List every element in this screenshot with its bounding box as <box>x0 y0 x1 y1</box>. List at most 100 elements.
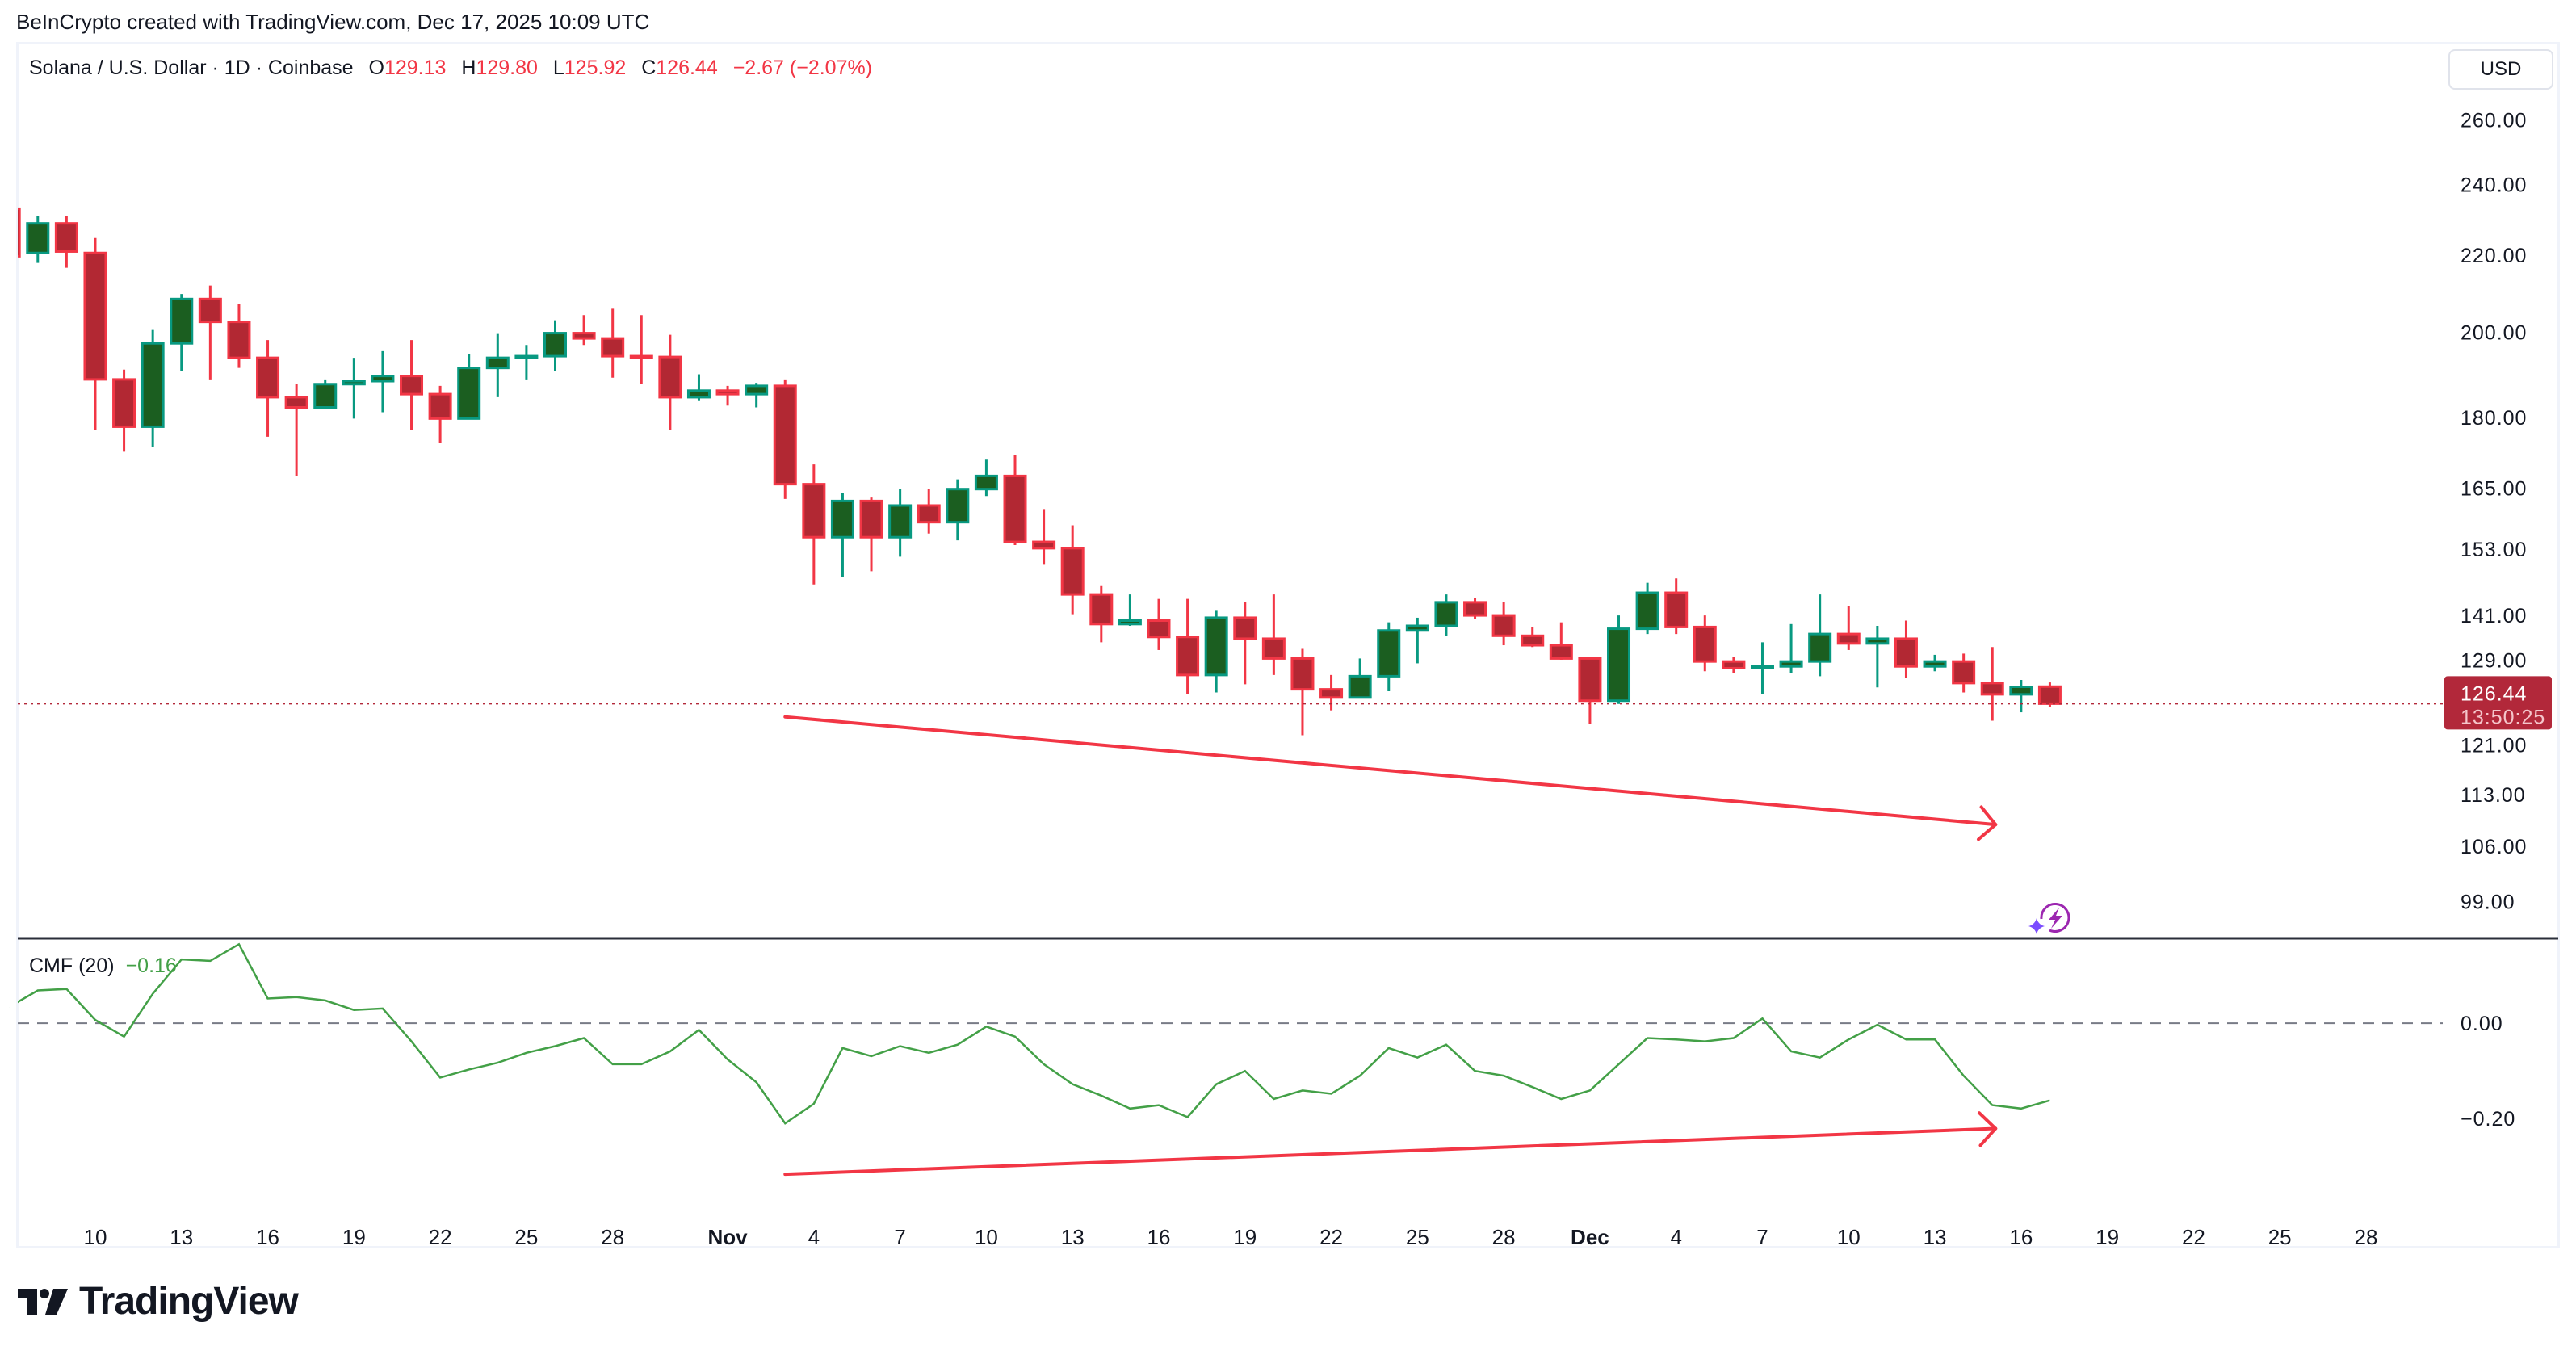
candle-down <box>1693 615 1717 672</box>
candle-body <box>1578 657 1602 703</box>
candle-body <box>83 251 107 381</box>
candle-up <box>1923 654 1947 672</box>
candle-down <box>601 308 625 378</box>
candle-body <box>1147 619 1171 639</box>
candle-body <box>256 356 280 399</box>
candle-body <box>888 504 913 539</box>
candle-body <box>514 354 539 359</box>
candle-down <box>1176 598 1200 694</box>
candle-down <box>917 489 941 534</box>
date-axis-label: 19 <box>2096 1225 2119 1249</box>
cmf-name: CMF (20) <box>29 954 115 977</box>
price-axis-label: 129.00 <box>2461 649 2527 672</box>
candle-body <box>1549 644 1573 660</box>
candle-down <box>1952 653 1976 693</box>
candle-body <box>1607 627 1631 703</box>
candle-body <box>1980 682 2004 696</box>
candle-up <box>888 489 913 557</box>
candle-body <box>917 504 941 524</box>
candle-up <box>1808 594 1832 677</box>
price-axis-label: 200.00 <box>2461 322 2527 345</box>
date-axis-label: 16 <box>2009 1225 2033 1249</box>
candle-body <box>54 222 78 253</box>
currency-button[interactable]: USD <box>2448 49 2553 90</box>
candle-body <box>1233 616 1257 640</box>
candle-body <box>686 389 711 399</box>
candle-down <box>859 497 883 572</box>
candle-down <box>1491 602 1516 646</box>
candle-down <box>629 315 653 384</box>
close-label: C <box>641 57 657 79</box>
candle-up <box>141 329 165 447</box>
candle-body <box>601 337 625 358</box>
price-axis-label: 106.00 <box>2461 836 2527 858</box>
candle-down <box>227 304 251 368</box>
symbol-name[interactable]: Solana / U.S. Dollar · 1D · Coinbase <box>29 57 354 79</box>
candle-down <box>1032 509 1056 565</box>
candle-body <box>1434 601 1458 627</box>
last-price-value: 126.44 <box>2461 682 2527 705</box>
symbol-legend: Solana / U.S. Dollar · 1D · Coinbase O12… <box>29 57 872 80</box>
candle-down <box>2037 682 2062 707</box>
price-axis-label: 165.00 <box>2461 477 2527 500</box>
high-value: 129.80 <box>476 57 538 79</box>
candle-down <box>112 369 136 452</box>
candle-up <box>1348 658 1372 699</box>
candle-body <box>715 389 740 396</box>
candles <box>18 207 2062 736</box>
price-axis-label: 99.00 <box>2461 891 2515 914</box>
candle-body <box>629 354 653 359</box>
cmf-legend[interactable]: CMF (20) −0.16 <box>29 954 177 978</box>
date-axis-label: 10 <box>84 1225 107 1249</box>
open-value: 129.13 <box>384 57 447 79</box>
candle-body <box>773 384 797 486</box>
lightning-icon[interactable] <box>2027 898 2075 942</box>
last-price-box <box>2444 676 2552 730</box>
candle-down <box>572 315 596 346</box>
candle-body <box>1836 632 1861 645</box>
tradingview-logo-icon <box>18 1288 68 1315</box>
candle-body <box>1521 634 1545 647</box>
candle-down <box>400 340 424 430</box>
candle-body <box>1348 674 1372 699</box>
candle-down <box>1089 585 1114 643</box>
candle-up <box>514 345 539 380</box>
candle-body <box>658 355 682 399</box>
candle-down <box>715 385 740 406</box>
date-axis-label: 13 <box>1061 1225 1085 1249</box>
candle-up <box>974 459 998 497</box>
candle-body <box>227 321 251 359</box>
date-axis-label: 10 <box>975 1225 998 1249</box>
candle-body <box>802 483 826 539</box>
candle-body <box>313 383 338 409</box>
candle-body <box>400 375 424 396</box>
candle-down <box>1894 620 1918 678</box>
cmf-line <box>18 942 2050 1125</box>
candle-up <box>457 354 481 420</box>
chart-credit: BeInCrypto created with TradingView.com,… <box>16 10 650 34</box>
candle-up <box>1607 615 1631 704</box>
candle-body <box>1894 637 1918 668</box>
candle-body <box>1060 547 1085 596</box>
candle-down <box>1147 598 1171 650</box>
tradingview-logo[interactable]: TradingView <box>18 1279 299 1324</box>
candle-body <box>2037 685 2062 705</box>
candle-up <box>1434 594 1458 636</box>
date-axis-label: Nov <box>707 1225 748 1249</box>
candle-up <box>313 379 338 409</box>
candle-body <box>18 207 21 258</box>
price-axis-label: 153.00 <box>2461 539 2527 561</box>
candle-body <box>1722 660 1746 669</box>
candle-down <box>1463 598 1487 619</box>
last-price-countdown: 13:50:25 <box>2461 706 2545 728</box>
candle-up <box>1635 582 1659 635</box>
cmf-axis-label: −0.20 <box>2461 1108 2515 1131</box>
candle-body <box>1463 601 1487 617</box>
candle-body <box>170 297 194 345</box>
candle-body <box>543 332 567 358</box>
candle-down <box>1836 606 1861 650</box>
candle-body <box>830 499 854 539</box>
candle-down <box>1722 657 1746 673</box>
candle-up <box>1779 623 1803 673</box>
